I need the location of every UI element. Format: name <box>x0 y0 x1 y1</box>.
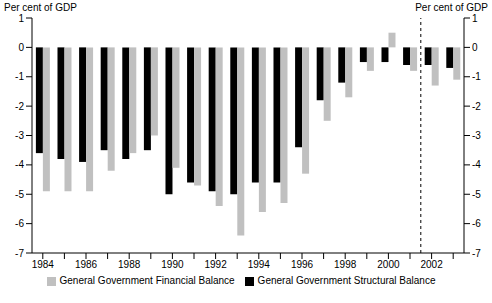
svg-text:2002: 2002 <box>420 259 443 270</box>
svg-text:-7: -7 <box>15 248 24 259</box>
svg-text:-3: -3 <box>472 130 481 141</box>
svg-text:-6: -6 <box>15 218 24 229</box>
svg-text:-5: -5 <box>472 189 481 200</box>
svg-text:-3: -3 <box>15 130 24 141</box>
svg-text:1996: 1996 <box>291 259 314 270</box>
svg-text:1986: 1986 <box>75 259 98 270</box>
svg-text:-2: -2 <box>472 101 481 112</box>
svg-text:1988: 1988 <box>118 259 141 270</box>
svg-text:1994: 1994 <box>248 259 271 270</box>
svg-text:1998: 1998 <box>334 259 357 270</box>
svg-text:-4: -4 <box>15 159 24 170</box>
svg-text:1984: 1984 <box>32 259 55 270</box>
svg-text:-1: -1 <box>15 71 24 82</box>
svg-text:2000: 2000 <box>377 259 400 270</box>
svg-text:1: 1 <box>18 13 24 24</box>
html-text:Per cent of GDP: Per cent of GDP <box>415 2 488 13</box>
svg-text:-5: -5 <box>15 189 24 200</box>
svg-text:-4: -4 <box>472 159 481 170</box>
svg-text:-7: -7 <box>472 248 481 259</box>
svg-text:-6: -6 <box>472 218 481 229</box>
svg-text:-2: -2 <box>15 101 24 112</box>
svg-text:-1: -1 <box>472 71 481 82</box>
svg-text:1990: 1990 <box>161 259 184 270</box>
svg-text:0: 0 <box>18 42 24 53</box>
svg-text:1: 1 <box>472 13 478 24</box>
html-text:General Government Financial B: General Government Financial Balance <box>59 275 235 286</box>
svg-text:0: 0 <box>472 42 478 53</box>
html-text:General Government Structural: General Government Structural Balance <box>257 275 436 286</box>
svg-text:1992: 1992 <box>204 259 227 270</box>
html-text:Per cent of GDP: Per cent of GDP <box>4 2 77 13</box>
